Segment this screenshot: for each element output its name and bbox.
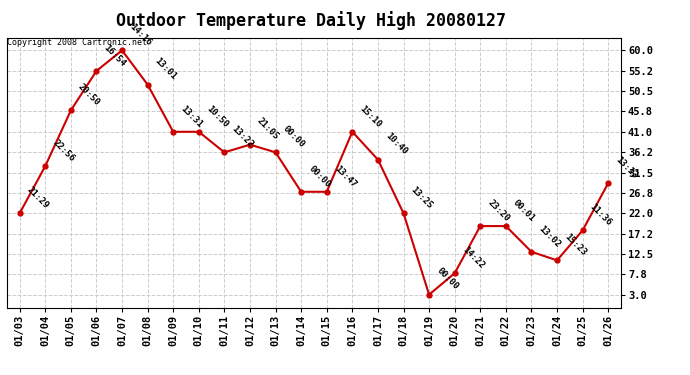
Text: 13:02: 13:02 xyxy=(537,224,562,249)
Text: 13:25: 13:25 xyxy=(409,185,435,210)
Text: 13:13: 13:13 xyxy=(614,155,639,180)
Text: 10:40: 10:40 xyxy=(384,132,409,157)
Text: 13:31: 13:31 xyxy=(179,104,204,129)
Text: Outdoor Temperature Daily High 20080127: Outdoor Temperature Daily High 20080127 xyxy=(115,11,506,30)
Text: 13:01: 13:01 xyxy=(153,57,179,82)
Text: 00:00: 00:00 xyxy=(435,267,460,292)
Text: 10:50: 10:50 xyxy=(204,104,230,129)
Text: 15:10: 15:10 xyxy=(358,104,383,129)
Text: 00:00: 00:00 xyxy=(281,124,306,150)
Text: 13:47: 13:47 xyxy=(333,164,357,189)
Text: 00:01: 00:01 xyxy=(511,198,537,223)
Text: Copyright 2008 Cartronic.net: Copyright 2008 Cartronic.net xyxy=(7,38,147,46)
Text: 21:29: 21:29 xyxy=(26,185,50,210)
Text: 22:56: 22:56 xyxy=(51,138,76,163)
Text: 21:05: 21:05 xyxy=(255,117,281,142)
Text: 13:22: 13:22 xyxy=(230,124,255,150)
Text: 00:00: 00:00 xyxy=(307,164,332,189)
Text: 11:36: 11:36 xyxy=(588,202,613,228)
Text: 14:22: 14:22 xyxy=(460,245,486,270)
Text: 15:23: 15:23 xyxy=(562,232,588,258)
Text: 14:16: 14:16 xyxy=(128,22,153,48)
Text: 20:50: 20:50 xyxy=(77,82,102,108)
Text: 16:54: 16:54 xyxy=(102,43,128,68)
Text: 23:20: 23:20 xyxy=(486,198,511,223)
